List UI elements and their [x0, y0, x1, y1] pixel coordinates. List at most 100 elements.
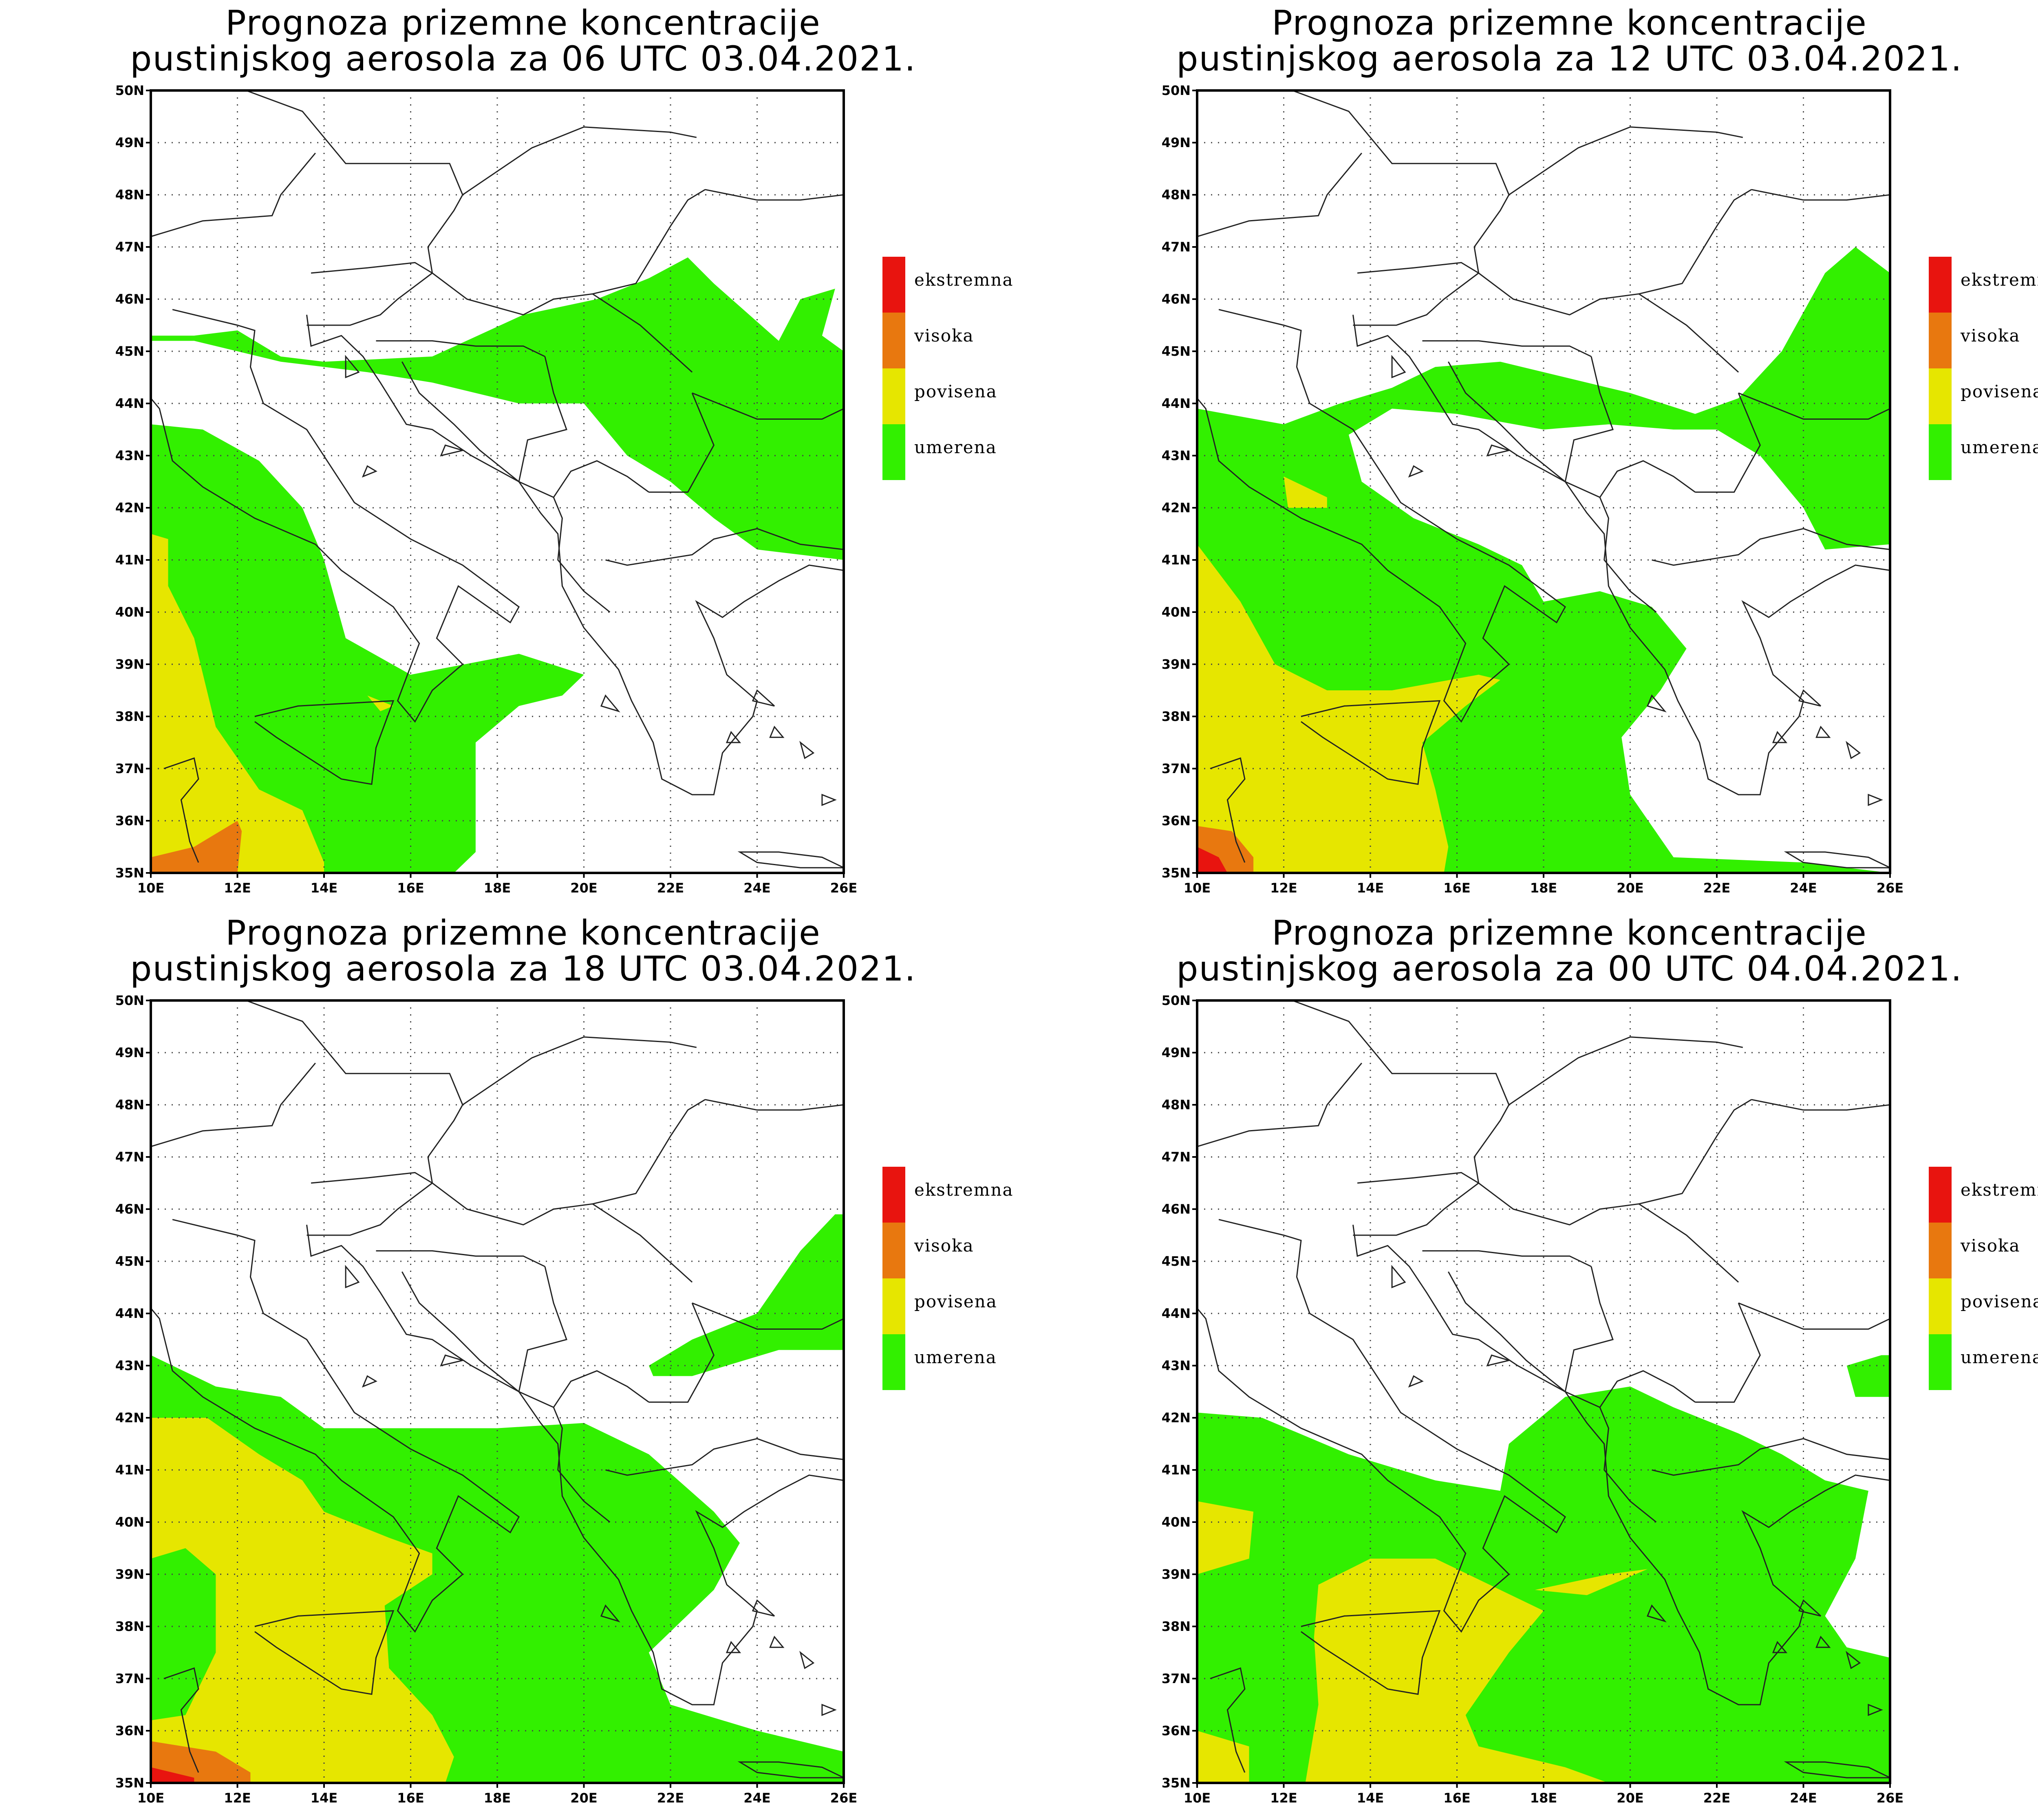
- island-outline: [1408, 1375, 1424, 1388]
- concentration-region-povisena: [1197, 1731, 1249, 1783]
- lon-tick-label: 14E: [311, 880, 337, 896]
- lat-tick-label: 41N: [1162, 1462, 1191, 1478]
- island-outline: [1846, 1650, 1861, 1669]
- lat-tick-label: 37N: [1162, 1671, 1191, 1686]
- forecast-panel-2: Prognoza prizemne koncentracije pustinjs…: [1046, 0, 2038, 910]
- lon-tick-label: 22E: [1703, 880, 1730, 896]
- legend-swatch: [1929, 1334, 1952, 1390]
- island-outline: [752, 689, 775, 707]
- legend-swatch: [1929, 257, 1952, 313]
- border-line: [553, 1407, 611, 1523]
- island-outline: [1486, 444, 1511, 457]
- island-outline: [1868, 793, 1883, 806]
- border-line: [1652, 1438, 1890, 1476]
- lon-tick-label: 22E: [1703, 1790, 1730, 1806]
- lon-tick-label: 14E: [311, 1790, 337, 1806]
- lon-tick-label: 12E: [1270, 1790, 1297, 1806]
- border-line: [1652, 528, 1890, 566]
- lon-tick-label: 22E: [657, 880, 684, 896]
- legend-swatch: [1929, 1223, 1952, 1278]
- forecast-panel-1: Prognoza prizemne koncentracije pustinjs…: [0, 0, 1046, 910]
- lon-tick-label: 16E: [397, 880, 424, 896]
- island-outline: [737, 851, 844, 868]
- lon-tick-label: 20E: [1617, 1790, 1643, 1806]
- legend-swatch: [882, 1278, 905, 1334]
- border-line: [1473, 1099, 1752, 1226]
- island-outline: [362, 1375, 377, 1388]
- island-outline: [1815, 725, 1831, 738]
- border-line: [427, 189, 706, 316]
- border-line: [648, 1302, 715, 1403]
- border-line: [376, 340, 545, 357]
- border-line: [1473, 189, 1752, 316]
- legend: ekstremna visoka povisena umerena: [882, 1167, 1045, 1395]
- lon-tick-label: 10E: [137, 880, 164, 896]
- border-line: [1197, 152, 1362, 237]
- border-line: [1638, 1203, 1739, 1283]
- border-line: [151, 309, 520, 723]
- lon-tick-label: 24E: [1790, 880, 1817, 896]
- lon-tick-label: 16E: [397, 1790, 424, 1806]
- lat-tick-label: 46N: [1162, 1201, 1191, 1217]
- legend-label: povisena: [1961, 381, 2038, 401]
- island-outline: [799, 1650, 815, 1669]
- border-line: [1751, 189, 1890, 201]
- border-line: [1695, 392, 1761, 493]
- border-line: [553, 497, 611, 613]
- legend-label: ekstremna: [1961, 1180, 2038, 1200]
- border-line: [1509, 1036, 1743, 1106]
- legend-swatch: [882, 1334, 905, 1390]
- legend-swatch: [882, 313, 905, 368]
- legend-label: povisena: [914, 1291, 997, 1311]
- island-outline: [1486, 1354, 1511, 1367]
- legend-item: povisena: [882, 1278, 1045, 1334]
- island-outline: [600, 694, 620, 713]
- panel-title-line1: Prognoza prizemne koncentracije: [1272, 3, 1867, 43]
- border-line: [151, 152, 316, 237]
- lon-tick-label: 10E: [137, 1790, 164, 1806]
- island-outline: [1391, 1265, 1406, 1289]
- lat-tick-label: 38N: [115, 709, 144, 724]
- legend-item: visoka: [1929, 1223, 2038, 1278]
- lat-tick-label: 42N: [115, 500, 144, 516]
- lon-tick-label: 22E: [657, 1790, 684, 1806]
- lat-tick-label: 48N: [115, 187, 144, 203]
- border-line: [254, 700, 395, 785]
- lat-tick-label: 36N: [115, 813, 144, 828]
- island-outline: [821, 1703, 837, 1716]
- map-plot-area: [1197, 90, 1890, 873]
- map: 10E 12E 14E 16E 18E 20E 22E 24E 26E 35N 36N 37N 38N 3…: [115, 83, 858, 896]
- lat-tick-label: 47N: [1162, 239, 1191, 255]
- lon-tick-label: 20E: [570, 1790, 597, 1806]
- lat-tick-label: 49N: [1162, 1045, 1191, 1060]
- lat-tick-label: 37N: [1162, 761, 1191, 776]
- lon-tick-label: 12E: [224, 880, 251, 896]
- island-outline: [737, 1761, 844, 1778]
- concentration-region-povisena: [1197, 1501, 1254, 1574]
- lat-tick-label: 46N: [115, 1201, 144, 1217]
- legend-label: umerena: [914, 437, 997, 457]
- island-outline: [1846, 740, 1861, 759]
- border-line: [1197, 1219, 1566, 1633]
- lat-tick-label: 35N: [1162, 865, 1191, 881]
- border-line: [1292, 1000, 1510, 1105]
- lat-tick-label: 42N: [1162, 500, 1191, 516]
- concentration-region-ekstremna: [1197, 847, 1228, 873]
- border-line: [648, 392, 715, 493]
- lon-tick-label: 24E: [743, 1790, 770, 1806]
- lat-tick-label: 44N: [1162, 396, 1191, 411]
- legend-item: umerena: [1929, 1334, 2038, 1390]
- lat-tick-label: 49N: [115, 135, 144, 150]
- lat-tick-label: 40N: [1162, 604, 1191, 620]
- lat-tick-label: 50N: [1162, 83, 1191, 98]
- lon-tick-label: 12E: [1270, 880, 1297, 896]
- island-outline: [1815, 1635, 1831, 1648]
- lat-tick-label: 40N: [1162, 1514, 1191, 1530]
- lat-tick-label: 45N: [1162, 1254, 1191, 1269]
- island-outline: [1784, 851, 1890, 868]
- lon-tick-label: 16E: [1443, 1790, 1470, 1806]
- border-line: [1638, 293, 1739, 373]
- lat-tick-label: 48N: [1162, 187, 1191, 203]
- lat-tick-label: 43N: [115, 448, 144, 463]
- border-line: [427, 1099, 706, 1226]
